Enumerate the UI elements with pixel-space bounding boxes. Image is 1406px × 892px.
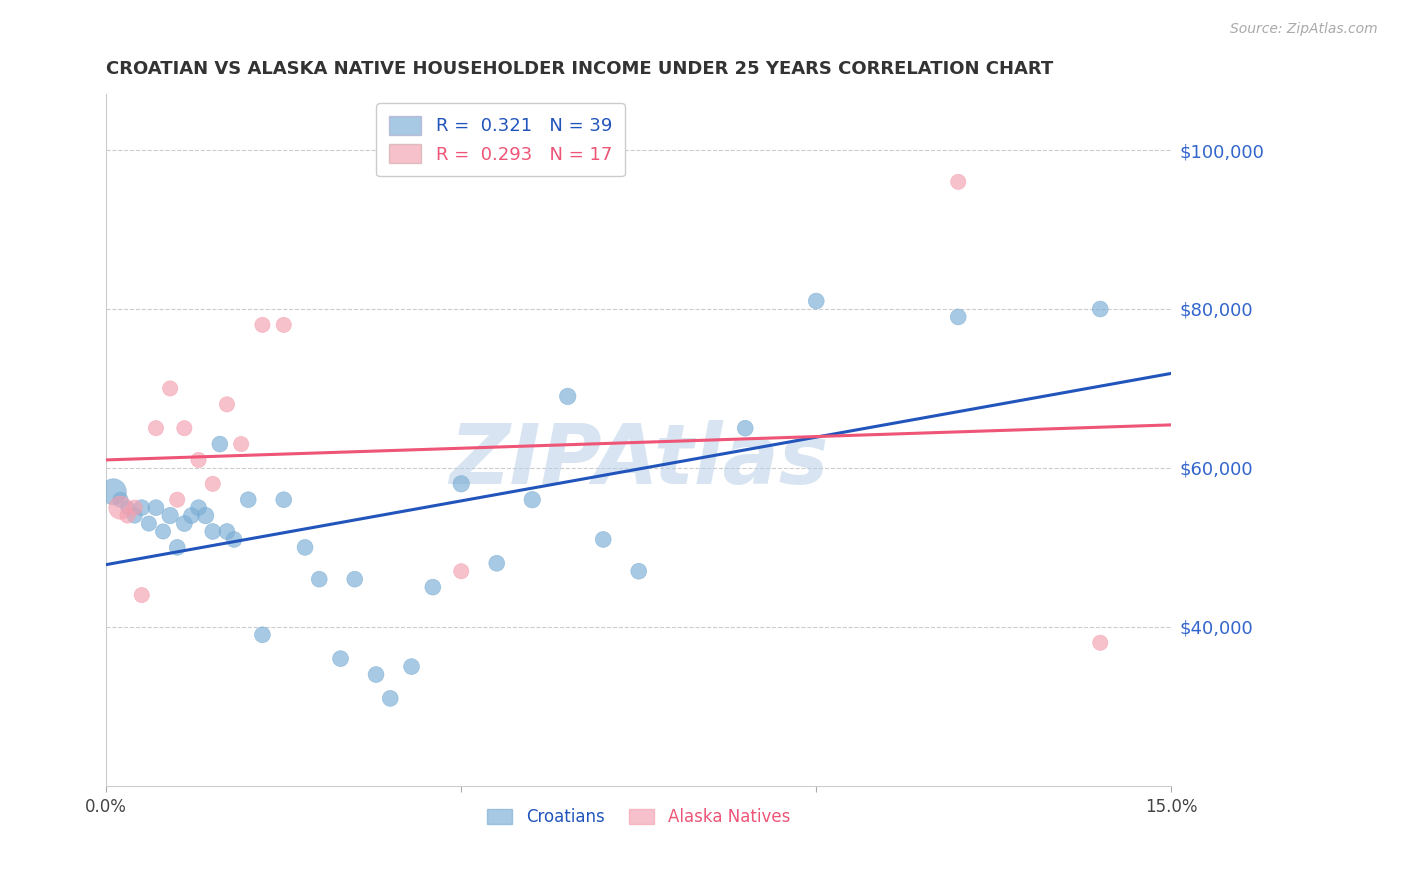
Point xyxy=(103,484,125,499)
Point xyxy=(159,508,181,523)
Point xyxy=(117,508,139,523)
Point xyxy=(131,588,153,602)
Point xyxy=(380,691,402,706)
Point xyxy=(401,659,423,673)
Point xyxy=(627,564,650,578)
Point xyxy=(124,500,146,515)
Point xyxy=(592,533,614,547)
Point xyxy=(329,651,352,665)
Point xyxy=(948,310,970,324)
Point xyxy=(1090,301,1112,316)
Point xyxy=(110,492,132,507)
Point xyxy=(806,293,828,308)
Point xyxy=(166,541,188,555)
Point xyxy=(173,516,195,531)
Point xyxy=(1090,636,1112,650)
Point xyxy=(145,421,167,435)
Point xyxy=(734,421,756,435)
Point xyxy=(110,500,132,515)
Point xyxy=(252,628,274,642)
Point xyxy=(131,500,153,515)
Legend: Croatians, Alaska Natives: Croatians, Alaska Natives xyxy=(481,801,797,833)
Point xyxy=(273,492,295,507)
Point xyxy=(138,516,160,531)
Point xyxy=(557,389,579,403)
Point xyxy=(215,397,238,411)
Text: CROATIAN VS ALASKA NATIVE HOUSEHOLDER INCOME UNDER 25 YEARS CORRELATION CHART: CROATIAN VS ALASKA NATIVE HOUSEHOLDER IN… xyxy=(107,60,1053,78)
Point xyxy=(450,476,472,491)
Point xyxy=(124,508,146,523)
Point xyxy=(238,492,260,507)
Point xyxy=(222,533,245,547)
Point xyxy=(173,421,195,435)
Point xyxy=(187,500,209,515)
Point xyxy=(194,508,217,523)
Point xyxy=(201,476,224,491)
Point xyxy=(422,580,444,594)
Point xyxy=(201,524,224,539)
Text: ZIPAtlas: ZIPAtlas xyxy=(449,420,828,501)
Point xyxy=(187,453,209,467)
Point xyxy=(117,500,139,515)
Point xyxy=(294,541,316,555)
Point xyxy=(364,667,387,681)
Point xyxy=(308,572,330,586)
Point xyxy=(450,564,472,578)
Point xyxy=(485,556,508,570)
Point xyxy=(166,492,188,507)
Point xyxy=(343,572,366,586)
Point xyxy=(522,492,544,507)
Point xyxy=(215,524,238,539)
Point xyxy=(948,175,970,189)
Point xyxy=(180,508,202,523)
Point xyxy=(252,318,274,332)
Point xyxy=(145,500,167,515)
Point xyxy=(273,318,295,332)
Point xyxy=(231,437,253,451)
Point xyxy=(159,381,181,395)
Point xyxy=(152,524,174,539)
Point xyxy=(208,437,231,451)
Text: Source: ZipAtlas.com: Source: ZipAtlas.com xyxy=(1230,22,1378,37)
